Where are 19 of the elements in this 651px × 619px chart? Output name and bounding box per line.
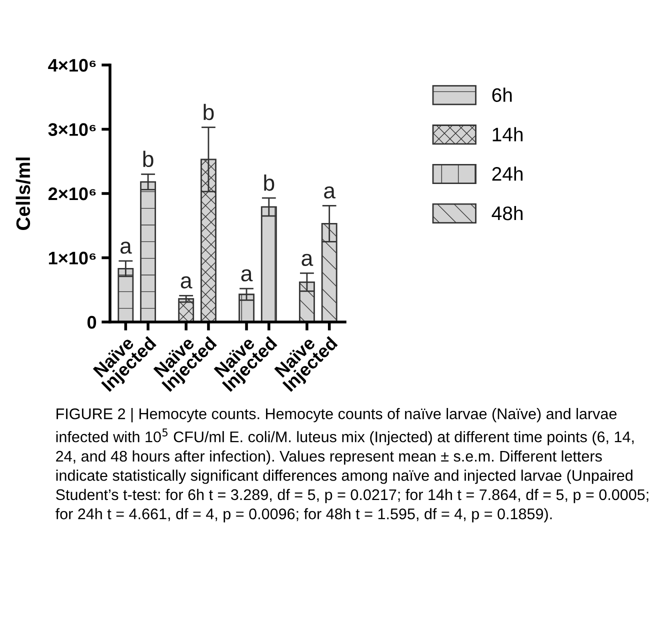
caption: FIGURE 2 | Hemocyte counts. Hemocyte counts of naïve larvae (Naïve) and larvae infected with 10$^{5}$ CFU/ml E. coli/M. luteus mix (Injected) at different time points (6, 14, 24, and 48 hours after infection). Values represent mean ± s.e.m. Different letters indicate statistically significant differences among naïve and injected larvae (Unpaired Student’s t-test: for 6h t = 3.289, df = 5, p = 0.0217; for 14h t = 7.864, df = 5, p = 0.0005; for 24h t = 4.661, df = 4, p = 0.0096; for 48h t = 1.595, df = 4, p = 0.1859).: [56, 408, 648, 522]
data-label: a: [324, 186, 336, 199]
legend-label: 48h: [492, 206, 523, 220]
legend-label: 6h: [492, 88, 512, 102]
y-tick-label: 2×10⁶: [48, 187, 96, 200]
data-label: a: [302, 254, 314, 266]
y-tick-label: 1×10⁶: [48, 252, 96, 264]
legend-label: 14h: [492, 127, 523, 142]
data-label: b: [264, 174, 274, 191]
data-label: a: [180, 276, 192, 288]
data-label: b: [143, 150, 154, 168]
y-tick-label: 3×10⁶: [48, 123, 96, 136]
data-label: a: [241, 269, 253, 282]
y-tick-label: 4×10⁶: [48, 58, 96, 72]
data-label: b: [204, 104, 214, 120]
data-label: a: [120, 242, 132, 254]
y-axis-title: Cells/ml: [16, 158, 30, 230]
y-tick-label: 0: [87, 316, 96, 329]
legend-label: 24h: [492, 166, 523, 181]
